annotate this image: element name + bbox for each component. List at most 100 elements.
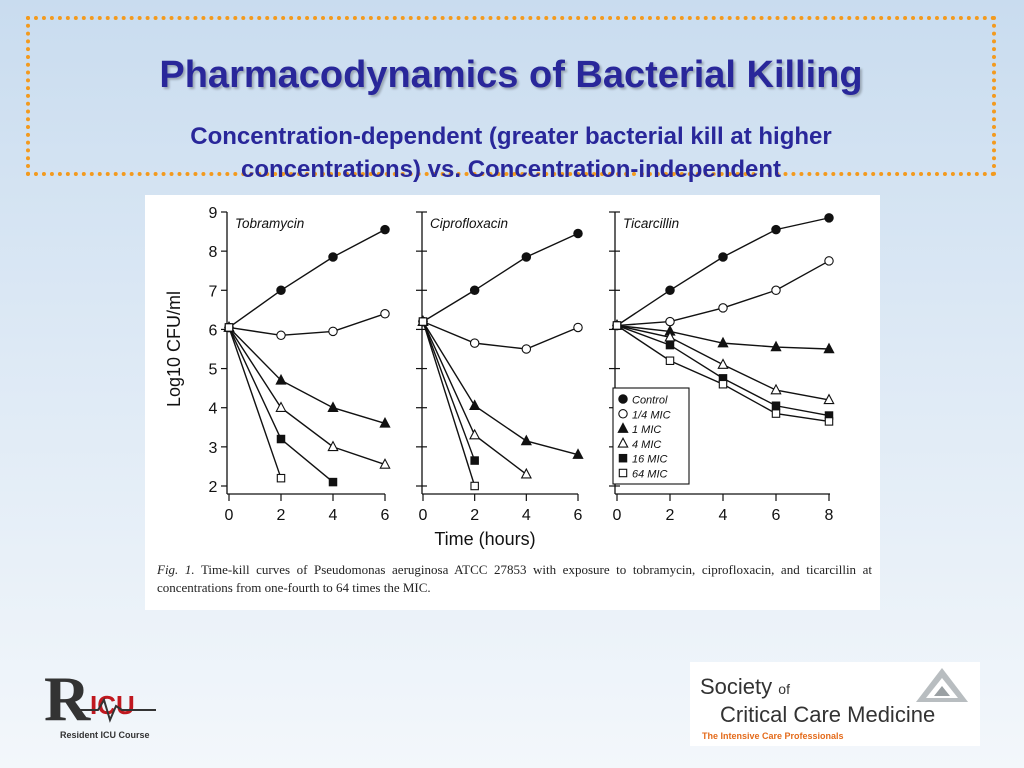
- sccm-triangle-icon: [916, 668, 968, 702]
- legend-label: 16 MIC: [632, 454, 668, 466]
- data-point: [469, 285, 480, 296]
- data-point: [573, 322, 583, 333]
- legend-marker: [618, 409, 628, 419]
- data-point: [665, 340, 675, 350]
- data-point: [717, 336, 729, 348]
- data-point: [770, 340, 782, 352]
- x-tick-label: 0: [419, 507, 428, 524]
- data-point: [823, 342, 835, 354]
- data-point: [379, 416, 391, 428]
- series-line: [616, 260, 830, 327]
- data-point: [469, 428, 481, 440]
- caption-label: Fig. 1.: [157, 562, 195, 577]
- data-point: [665, 356, 675, 365]
- legend-marker: [618, 453, 628, 463]
- data-point: [275, 373, 287, 385]
- data-point: [771, 409, 781, 418]
- x-tick-label: 2: [470, 507, 479, 524]
- sccm-society: Society: [700, 674, 773, 699]
- ricu-logo: R ICU Resident ICU Course: [40, 662, 240, 742]
- data-point: [469, 338, 480, 348]
- data-point: [327, 440, 339, 452]
- data-point: [824, 417, 834, 426]
- panel-title: Ciprofloxacin: [430, 216, 508, 231]
- data-point: [328, 477, 338, 487]
- legend-label: 4 MIC: [632, 439, 661, 451]
- data-point: [275, 401, 287, 412]
- ricu-logo-mark: R ICU: [44, 663, 156, 734]
- y-tick-label: 8: [209, 244, 218, 261]
- legend-label: 1 MIC: [632, 424, 661, 436]
- data-point: [573, 228, 583, 239]
- caption-text: Time-kill curves of Pseudomonas aerugino…: [157, 562, 872, 595]
- data-point: [276, 473, 286, 483]
- data-point: [379, 458, 391, 469]
- data-point: [572, 448, 584, 459]
- series-line: [228, 327, 386, 466]
- legend-label: 64 MIC: [632, 469, 668, 481]
- data-point: [521, 344, 532, 354]
- legend-label: Control: [632, 395, 668, 407]
- x-tick-label: 8: [825, 507, 834, 524]
- data-point: [224, 323, 234, 332]
- x-tick-label: 0: [613, 507, 622, 524]
- data-point: [520, 467, 532, 479]
- x-tick-label: 6: [772, 507, 781, 524]
- sccm-tagline: The Intensive Care Professionals: [702, 731, 844, 741]
- data-point: [328, 326, 338, 337]
- title-box: Pharmacodynamics of Bacterial Killing Co…: [26, 16, 996, 183]
- x-tick-label: 4: [522, 507, 531, 524]
- series-line: [228, 327, 282, 479]
- x-tick-label: 2: [666, 507, 675, 524]
- sccm-of: of: [778, 681, 790, 697]
- legend-marker: [617, 422, 629, 433]
- legend-box: [612, 387, 690, 485]
- x-tick-label: 0: [225, 507, 234, 524]
- data-point: [521, 252, 532, 262]
- legend-marker: [617, 437, 629, 448]
- legend-label: 1/4 MIC: [632, 409, 671, 421]
- series-line: [422, 321, 476, 461]
- series-line: [228, 228, 386, 329]
- y-tick-label: 6: [209, 322, 218, 339]
- data-point: [718, 252, 728, 262]
- data-point: [276, 330, 286, 341]
- x-tick-label: 6: [574, 507, 583, 524]
- x-tick-label: 6: [381, 507, 390, 524]
- data-point: [380, 224, 390, 235]
- slide-title: Pharmacodynamics of Bacterial Killing: [159, 54, 863, 96]
- series-line: [422, 232, 579, 323]
- panel-title: Tobramycin: [235, 216, 304, 231]
- data-point: [276, 285, 286, 296]
- data-point: [327, 401, 339, 412]
- data-point: [823, 393, 835, 405]
- data-point: [470, 481, 479, 491]
- y-tick-label: 5: [209, 362, 218, 379]
- data-point: [469, 399, 481, 411]
- y-tick-label: 9: [209, 205, 218, 222]
- data-point: [718, 303, 728, 313]
- data-point: [665, 316, 675, 327]
- sccm-line-1: Society of: [700, 674, 790, 700]
- data-point: [770, 383, 782, 395]
- panel-title: Ticarcillin: [623, 216, 679, 231]
- legend-marker: [618, 394, 628, 404]
- x-tick-label: 2: [277, 507, 286, 524]
- y-tick-label: 4: [209, 401, 218, 418]
- data-point: [520, 434, 532, 446]
- y-tick-label: 3: [209, 440, 218, 457]
- ricu-pulse-icon: [76, 697, 156, 723]
- data-point: [824, 256, 834, 266]
- series-line: [228, 326, 386, 425]
- data-point: [771, 224, 781, 235]
- ricu-letter: R: [44, 663, 91, 732]
- x-axis-label: Time (hours): [434, 529, 535, 549]
- legend-marker: [618, 468, 628, 478]
- series-line: [422, 321, 476, 487]
- figure-caption: Fig. 1. Time-kill curves of Pseudomonas …: [157, 561, 872, 597]
- series-line: [422, 321, 579, 456]
- data-point: [380, 309, 390, 319]
- y-axis-label: Log10 CFU/ml: [164, 291, 184, 407]
- data-point: [612, 321, 622, 330]
